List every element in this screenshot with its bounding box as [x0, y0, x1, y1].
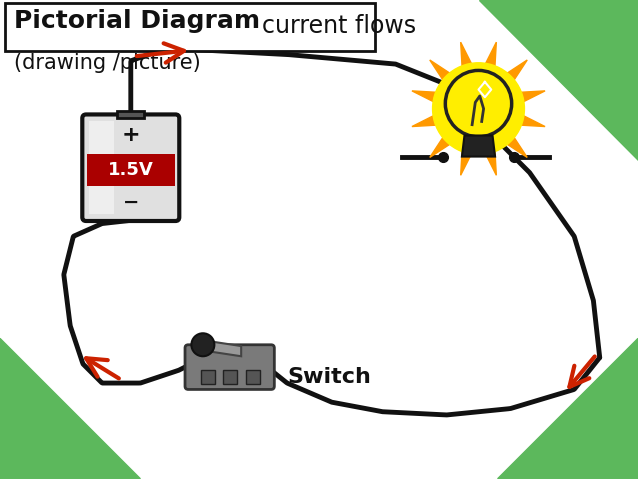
Polygon shape: [482, 42, 496, 73]
Polygon shape: [498, 338, 638, 479]
Polygon shape: [461, 145, 475, 175]
Bar: [117, 111, 144, 118]
Circle shape: [433, 63, 524, 155]
FancyBboxPatch shape: [89, 122, 114, 214]
Text: Pictorial Diagram: Pictorial Diagram: [14, 9, 260, 33]
Polygon shape: [430, 132, 456, 158]
Text: (drawing /picture): (drawing /picture): [14, 53, 201, 72]
Bar: [87, 154, 175, 185]
Bar: [201, 370, 215, 384]
Polygon shape: [412, 91, 442, 104]
Polygon shape: [501, 132, 527, 158]
Polygon shape: [430, 60, 456, 85]
Text: current flows: current flows: [262, 14, 416, 38]
Text: 1.5V: 1.5V: [108, 160, 154, 179]
Text: +: +: [121, 125, 140, 145]
FancyBboxPatch shape: [185, 345, 274, 389]
Circle shape: [191, 333, 214, 356]
Polygon shape: [482, 145, 496, 175]
Polygon shape: [462, 136, 495, 157]
FancyBboxPatch shape: [82, 114, 179, 221]
Circle shape: [445, 70, 512, 137]
Polygon shape: [515, 113, 545, 126]
Bar: [246, 370, 260, 384]
Text: Switch: Switch: [287, 366, 371, 387]
Text: −: −: [122, 193, 139, 212]
Polygon shape: [0, 338, 140, 479]
Polygon shape: [461, 42, 475, 73]
Bar: [223, 370, 237, 384]
Polygon shape: [478, 0, 638, 160]
Polygon shape: [199, 340, 241, 356]
FancyBboxPatch shape: [5, 3, 375, 51]
Polygon shape: [515, 91, 545, 104]
Polygon shape: [412, 113, 442, 126]
Polygon shape: [501, 60, 527, 85]
